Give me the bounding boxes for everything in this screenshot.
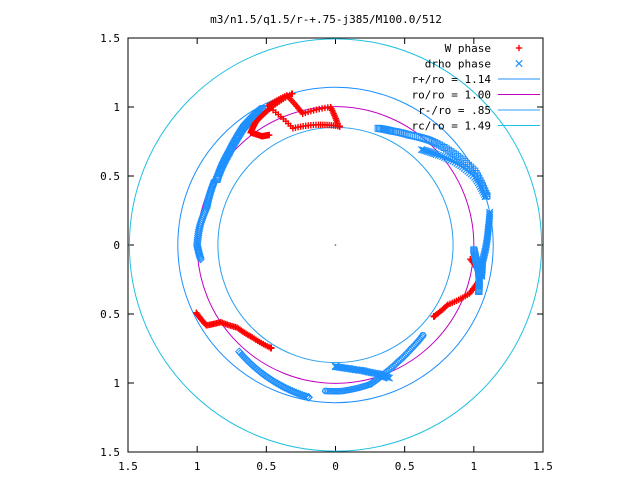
legend-label-3: r+/ro = 1.14: [412, 73, 492, 86]
x-tick-label: 0: [332, 460, 339, 473]
x-point: [432, 150, 440, 159]
legend-marker-2: [515, 59, 523, 68]
diamond-point: [292, 388, 301, 398]
y-tick-label: 1.5: [100, 446, 120, 459]
diamond-point: [274, 380, 284, 389]
circle-point: [418, 333, 426, 341]
square-point: [428, 137, 436, 145]
circle-point: [419, 332, 427, 339]
plus-point: [288, 90, 296, 97]
square-point: [476, 177, 484, 185]
x-point: [438, 153, 447, 161]
diamond-point: [276, 381, 286, 390]
y-tick-label: 1.5: [100, 32, 120, 45]
diamond-point: [298, 390, 307, 400]
diamond-point: [284, 385, 293, 394]
chart-title: m3/n1.5/q1.5/r-+.75-j385/M100.0/512: [210, 13, 442, 26]
plus-point: [267, 344, 275, 352]
y-tick-label: 1: [113, 101, 120, 114]
legend-marker-1: [515, 44, 523, 52]
legend: W phase drho phase r+/ro = 1.14 ro/ro = 1.0…: [412, 42, 540, 133]
plus-point: [336, 123, 343, 130]
reference-circle-4: [128, 38, 543, 452]
x-tick-label: 1.5: [533, 460, 553, 473]
diamond-point: [290, 387, 299, 397]
x-point: [440, 153, 449, 162]
diamond-point: [294, 389, 303, 398]
axis-ticks: 1.5 1 0.5 0 0.5 1 1.51.510.500.511.5: [100, 32, 553, 473]
square-point: [467, 163, 475, 171]
x-point: [333, 363, 341, 371]
x-point: [331, 362, 340, 371]
reference-circles: [128, 38, 543, 452]
x-point: [434, 151, 442, 159]
y-tick-label: 0: [113, 239, 120, 252]
legend-label-1: W phase: [445, 42, 491, 55]
diamond-point: [304, 393, 313, 402]
diamond-point: [300, 391, 309, 401]
square-point: [460, 158, 468, 166]
x-tick-label: 1: [194, 460, 201, 473]
diamond-point: [302, 392, 311, 401]
y-tick-label: 1: [113, 377, 120, 390]
legend-label-4: ro/ro = 1.00: [412, 89, 491, 102]
x-point: [445, 155, 453, 163]
diamond-point: [278, 382, 287, 391]
center-dot: [334, 244, 337, 246]
diamond-point: [286, 386, 295, 395]
legend-label-6: rc/ro = 1.49: [412, 120, 491, 133]
x-point: [334, 363, 342, 371]
square-point: [433, 140, 441, 148]
x-tick-label: 0.5: [256, 460, 276, 473]
square-point: [465, 161, 473, 169]
diamond-point: [288, 386, 297, 396]
diamond-point: [271, 378, 280, 387]
center-point: [334, 244, 337, 246]
data-points: [192, 90, 494, 402]
square-point: [475, 174, 483, 182]
x-tick-label: 0.5: [395, 460, 415, 473]
square-point: [475, 287, 483, 295]
square-point: [458, 156, 466, 164]
square-point: [483, 192, 491, 200]
y-tick-label: 0.5: [100, 170, 120, 183]
square-point: [477, 179, 485, 187]
legend-label-2: drho phase: [425, 58, 491, 71]
square-point: [462, 159, 470, 167]
x-tick-label: 1.5: [118, 460, 138, 473]
x-point: [436, 152, 445, 160]
diamond-point: [296, 390, 305, 399]
plus-point: [430, 313, 438, 320]
y-tick-label: 0.5: [100, 308, 120, 321]
x-point: [443, 154, 451, 162]
square-point: [424, 136, 432, 144]
square-point: [426, 136, 434, 144]
diamond-point: [210, 176, 219, 186]
diamond-point: [272, 379, 282, 388]
x-tick-label: 1: [471, 460, 478, 473]
square-point: [431, 139, 439, 147]
legend-label-5: r-/ro = .85: [418, 104, 491, 117]
diamond-point: [280, 383, 289, 392]
reference-circle-1: [177, 86, 494, 404]
diamond-point: [282, 384, 291, 393]
